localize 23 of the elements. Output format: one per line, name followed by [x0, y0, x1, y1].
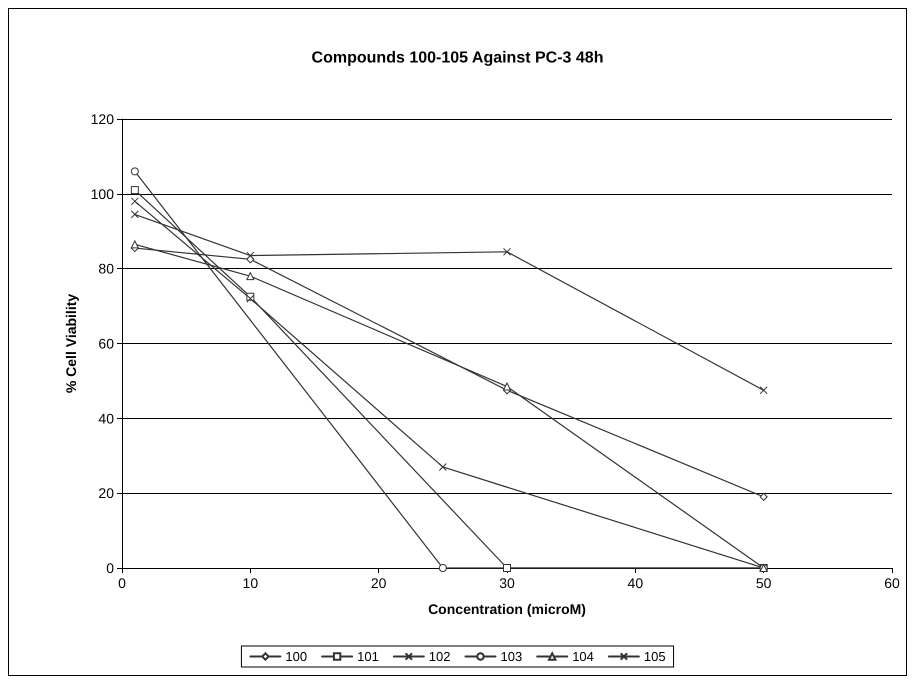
legend-label: 103 — [500, 649, 522, 664]
chart-title: Compounds 100-105 Against PC-3 48h — [312, 50, 604, 66]
x-tick-label: 50 — [756, 575, 772, 591]
x-axis-title: Concentration (microM) — [428, 601, 586, 617]
y-axis-title: % Cell Viability — [63, 294, 79, 394]
legend-label: 104 — [572, 649, 594, 664]
y-tick-label: 0 — [106, 560, 114, 576]
y-tick-label: 120 — [90, 111, 114, 127]
legend-label: 105 — [644, 649, 666, 664]
x-tick-label: 0 — [118, 575, 126, 591]
legend-label: 101 — [357, 649, 379, 664]
y-tick-label: 80 — [98, 260, 114, 277]
y-tick-label: 60 — [98, 336, 114, 352]
legend-label: 100 — [285, 649, 308, 664]
y-tick-label: 100 — [90, 186, 114, 202]
x-tick-label: 30 — [499, 575, 515, 591]
x-tick-label: 20 — [370, 575, 387, 591]
x-tick-label: 60 — [884, 575, 900, 591]
legend-label: 102 — [428, 649, 451, 664]
y-tick-label: 20 — [98, 485, 114, 502]
y-tick-label: 40 — [98, 410, 114, 426]
x-tick-label: 10 — [242, 575, 258, 591]
x-tick-label: 40 — [628, 575, 644, 591]
